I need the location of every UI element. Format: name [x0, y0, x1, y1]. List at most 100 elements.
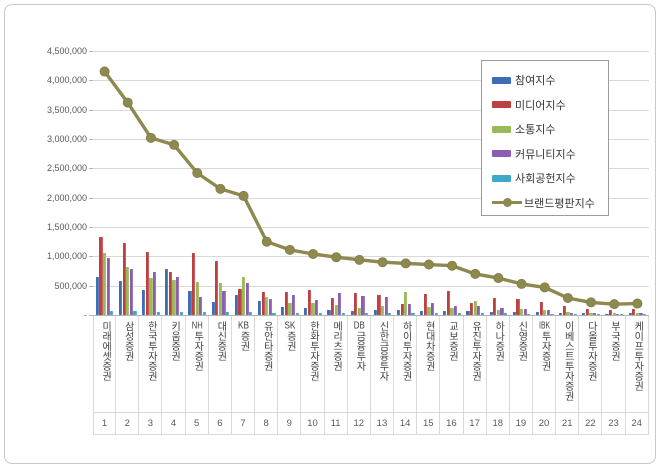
bar-community: [176, 277, 180, 315]
bar-social: [365, 312, 369, 315]
category-label: SK증권: [278, 316, 302, 412]
bar-participation: [628, 313, 632, 315]
bar-media: [470, 302, 474, 315]
bar-communication: [543, 309, 547, 315]
category-label: 삼성증권: [116, 316, 140, 412]
bar-communication: [311, 302, 315, 315]
gridline: [93, 256, 649, 258]
line-marker: [493, 273, 504, 284]
rank-number: 9: [278, 413, 302, 434]
legend-label-communication: 소통지수: [515, 124, 556, 137]
bar-communication: [265, 297, 269, 315]
bar-community: [407, 304, 411, 315]
rank-number: 11: [325, 413, 348, 434]
bar-communication: [589, 312, 593, 315]
bar-participation: [420, 311, 424, 315]
bar-social: [388, 312, 392, 315]
bar-communication: [102, 252, 107, 315]
line-marker: [609, 299, 620, 310]
bar-communication: [612, 313, 616, 315]
bar-social: [226, 312, 230, 315]
gridline: [93, 51, 649, 52]
bar-community: [315, 300, 319, 315]
rank-number: 19: [510, 413, 533, 434]
category-label: 다올투자증권: [579, 316, 603, 412]
y-axis-tick-label: 4,500,000: [46, 46, 87, 56]
bar-community: [477, 305, 481, 315]
y-axis-tick-label: -: [84, 310, 87, 320]
bar-social: [596, 314, 600, 316]
line-marker: [447, 260, 458, 271]
bar-community: [152, 271, 157, 315]
bar-social: [411, 313, 415, 315]
bar-media: [354, 293, 358, 315]
bar-communication: [635, 312, 639, 315]
line-marker: [400, 258, 411, 269]
y-axis-tick-label: 3,500,000: [46, 104, 87, 115]
legend-label-media: 미디어지수: [515, 99, 566, 112]
category-label: 유진투자증권: [464, 316, 487, 412]
bar-participation: [466, 310, 470, 315]
legend-swatch-communication: [492, 125, 511, 133]
bar-communication: [241, 277, 246, 315]
category-label: 신영증권: [510, 316, 533, 412]
y-axis-tick-label: 4,000,000: [46, 75, 87, 86]
bar-communication: [566, 312, 570, 315]
bar-social: [457, 313, 461, 315]
legend-label-participation: 참여지수: [515, 75, 556, 88]
bar-social: [619, 314, 624, 316]
line-marker: [377, 257, 388, 268]
chart-legend: 참여지수 미디어지수 소통지수 커뮤니티지수 사회공헌지수 브랜드평판지수: [481, 60, 609, 216]
category-label: 하이투자증권: [394, 316, 418, 412]
legend-line-swatch-brand: [492, 198, 522, 208]
legend-item-community: 커뮤니티지수: [492, 142, 600, 167]
chart-card: 4,500,000 4,000,000 3,500,000 3,000,000 2,50…: [4, 4, 656, 464]
bar-participation: [257, 300, 262, 315]
y-axis-tick: [89, 80, 93, 82]
line-marker: [145, 132, 156, 143]
category-label: 이베스트투자증권: [556, 316, 580, 412]
line-marker: [562, 292, 573, 303]
bar-communication: [496, 309, 500, 315]
rank-number: 24: [626, 413, 649, 434]
line-marker: [169, 139, 180, 150]
legend-item-social: 사회공헌지수: [492, 166, 600, 191]
bar-social: [156, 311, 160, 315]
bar-media: [493, 298, 497, 315]
bar-media: [632, 309, 636, 315]
bar-social: [110, 311, 114, 315]
rank-number: 10: [301, 413, 325, 434]
category-label: 한국투자증권: [139, 316, 163, 412]
bar-media: [516, 299, 520, 315]
bar-media: [215, 261, 219, 315]
bar-participation: [559, 312, 563, 315]
y-axis-tick: [89, 197, 93, 199]
bar-community: [106, 258, 110, 315]
y-axis-tick-label: 1,500,000: [46, 222, 87, 232]
legend-swatch-participation: [492, 76, 511, 84]
category-label: DB금융투자: [348, 316, 371, 412]
bar-community: [593, 313, 597, 315]
bar-participation: [211, 301, 215, 315]
line-marker: [192, 168, 203, 179]
rank-number: 16: [440, 413, 464, 434]
bar-participation: [165, 269, 169, 315]
rank-number: 22: [579, 413, 603, 434]
rank-number: 23: [602, 413, 626, 434]
bar-communication: [427, 307, 431, 315]
bar-social: [504, 313, 508, 315]
bar-community: [616, 313, 620, 315]
bar-media: [562, 305, 566, 315]
category-label: 메리츠증권: [325, 316, 348, 412]
y-axis-tick: [89, 227, 93, 228]
rank-number: 6: [209, 413, 232, 434]
line-marker: [470, 268, 481, 279]
legend-item-participation: 참여지수: [492, 68, 600, 93]
bar-community: [291, 295, 296, 315]
bar-social: [480, 313, 485, 315]
rank-number: 15: [417, 413, 441, 434]
y-axis-tick-label: 3,000,000: [46, 134, 87, 144]
bar-social: [318, 312, 322, 315]
bar-media: [539, 301, 543, 315]
category-label: KB증권: [232, 316, 256, 412]
